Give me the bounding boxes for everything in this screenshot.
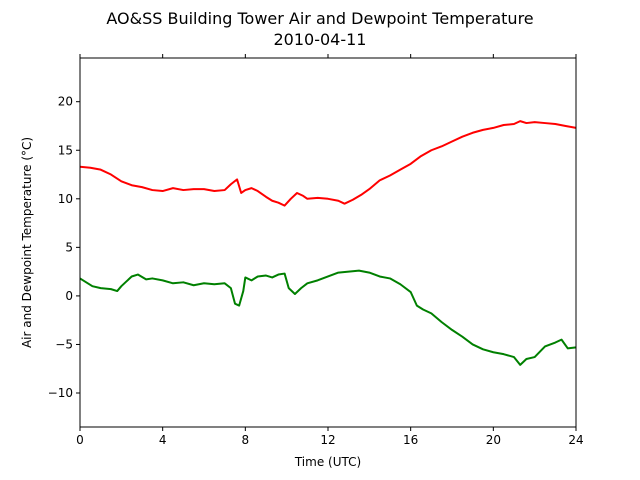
- y-tick-label: 0: [65, 289, 73, 303]
- chart-title: AO&SS Building Tower Air and Dewpoint Te…: [106, 9, 533, 28]
- series-line-0: [79, 120, 577, 207]
- series-line-1: [79, 269, 577, 366]
- y-tick-label: −5: [55, 337, 73, 351]
- x-tick-label: 16: [403, 433, 418, 447]
- x-tick-label: 12: [320, 433, 335, 447]
- x-axis-label: Time (UTC): [294, 455, 361, 469]
- y-tick-label: 10: [58, 192, 73, 206]
- y-tick-label: 20: [58, 95, 73, 109]
- chart-subtitle: 2010-04-11: [274, 30, 367, 49]
- y-tick-label: 15: [58, 143, 73, 157]
- x-tick-label: 8: [242, 433, 250, 447]
- y-tick-label: 5: [65, 240, 73, 254]
- plot-series: [79, 120, 577, 366]
- x-tick-label: 0: [76, 433, 84, 447]
- x-tick-label: 20: [486, 433, 501, 447]
- plot-frame: [79, 57, 577, 428]
- y-tick-label: −10: [48, 386, 73, 400]
- y-axis-label: Air and Dewpoint Temperature (°C): [20, 137, 34, 348]
- x-tick-label: 24: [568, 433, 583, 447]
- axis-ticks: 0 4 8 12 16 20 24 −10 −5 0 5 10 15 20: [48, 54, 584, 447]
- x-tick-label: 4: [159, 433, 167, 447]
